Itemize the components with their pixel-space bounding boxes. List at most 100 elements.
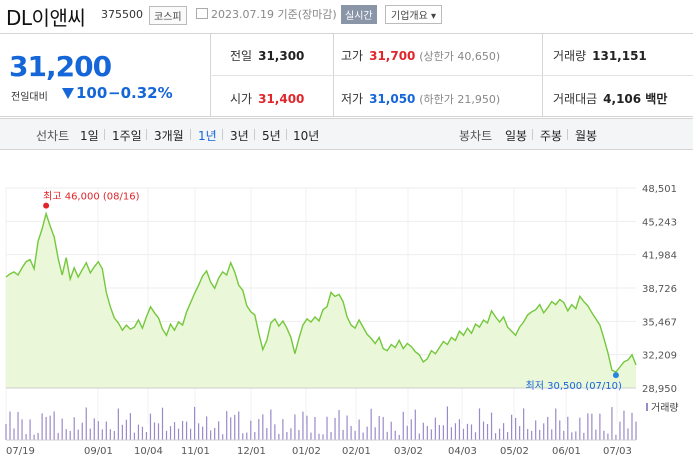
volume-bar [81,422,83,440]
volume-bar [5,424,7,440]
volume-bar [398,434,400,440]
tab-monthly[interactable]: 월봉 [575,129,598,143]
divider [210,75,693,76]
volume-bar [25,434,27,440]
volume-bar [17,411,19,440]
tab-3y[interactable]: 3년 [230,129,249,143]
volume-bar [563,430,565,440]
volume-label: 거래량 [553,49,587,63]
volume-bar [222,434,224,440]
volume-bar [402,411,404,440]
volume-bar [543,423,545,440]
down-arrow-icon [62,88,74,99]
volume-bar [607,433,609,440]
volume-bar [169,426,172,440]
volume-bar [109,429,111,440]
volume-bar [523,408,525,440]
volume-bar [61,418,63,440]
volume-bar [117,408,119,440]
volume-bar [615,434,617,440]
tab-5y[interactable]: 5년 [262,129,281,143]
base-date: 2023.07.19 기준(장마감) [196,6,337,22]
base-date-text: 2023.07.19 기준(장마감) [211,8,337,21]
volume-bar [342,429,344,440]
high-label: 고가 [341,49,364,63]
volume-bar [77,429,79,440]
tab-3m[interactable]: 3개월 [154,129,184,143]
volume-bar [302,411,304,440]
tab-weekly[interactable]: 주봉 [540,129,563,143]
volume-bar [270,409,272,440]
volume-bar [21,419,23,440]
open-value: 31,400 [258,92,305,106]
prev-close-value: 31,300 [258,49,305,63]
volume-bar [121,424,123,440]
stock-code: 375500 [101,8,143,21]
volume-bar [623,410,625,440]
volume-bar [555,408,557,440]
volume-bar [318,433,320,440]
x-tick-label: 12/01 [237,446,266,457]
divider [146,129,147,140]
price-line [5,211,637,373]
tab-1y[interactable]: 1년 [198,129,217,143]
price-chart[interactable]: 48,501 45,243 41,984 38,726 35,467 32,209 28,9… [0,170,693,470]
price-change: 100 [62,84,107,102]
high-value: 31,700 [369,49,416,63]
divider [567,129,568,140]
amount-label: 거래대금 [553,92,598,106]
volume-bar [438,425,440,440]
volume-bar [506,432,509,440]
volume-bar [250,420,252,440]
volume-bar [527,429,529,440]
volume-bar [350,425,352,440]
volume-bar [206,416,208,440]
volume-bar [57,432,59,440]
max-marker [43,202,50,209]
volume-bar [266,427,268,440]
volume-bar [502,423,505,440]
volume-bar [137,424,140,440]
volume-bar [595,429,597,440]
volume-bar [603,430,605,440]
volume-bar [587,413,589,440]
volume-bar [210,430,212,440]
quote-summary: 31,200 전일대비 100 −0.32% 전일 31,300 고가 31,700… [0,33,693,117]
tab-daily[interactable]: 일봉 [505,129,528,143]
volume-bar [298,429,300,440]
tab-10y[interactable]: 10년 [293,129,320,143]
change-percent: −0.32% [108,84,173,102]
volume-bar [374,427,376,440]
volume-bar [93,418,95,440]
volume-legend-label: 거래량 [651,402,679,414]
volume-bar [65,429,67,440]
candle-chart-label: 봉차트 [459,129,493,143]
volume-bar [274,424,276,440]
volume-bar [418,433,420,440]
volume-bar [535,420,537,440]
realtime-button[interactable]: 실시간 [341,5,377,24]
volume-bar [33,434,35,440]
y-tick-label: 38,726 [642,284,677,295]
volume-bar [519,426,521,440]
divider [104,129,105,140]
calendar-icon [196,8,208,19]
volume-bar [631,412,633,440]
x-tick-label: 10/04 [134,446,163,457]
volume-bar [442,425,444,440]
x-tick-label: 04/03 [448,446,477,457]
volume-bar [358,419,360,440]
volume-bar [346,415,348,440]
volume-bar [218,421,220,440]
volume-bar [294,414,296,440]
prev-close-label: 전일 [230,49,253,63]
company-info-button[interactable]: 기업개요 ▾ [385,5,442,24]
min-label: 최저 30,500 (07/10) [526,380,622,392]
volume-bar [474,432,477,440]
tab-1d[interactable]: 1일 [80,129,99,143]
x-tick-label: 06/01 [552,446,581,457]
tab-1w[interactable]: 1주일 [112,129,142,143]
volume: 거래량 131,151 [553,47,647,64]
volume-bar [511,414,513,440]
volume-bar [410,419,412,440]
